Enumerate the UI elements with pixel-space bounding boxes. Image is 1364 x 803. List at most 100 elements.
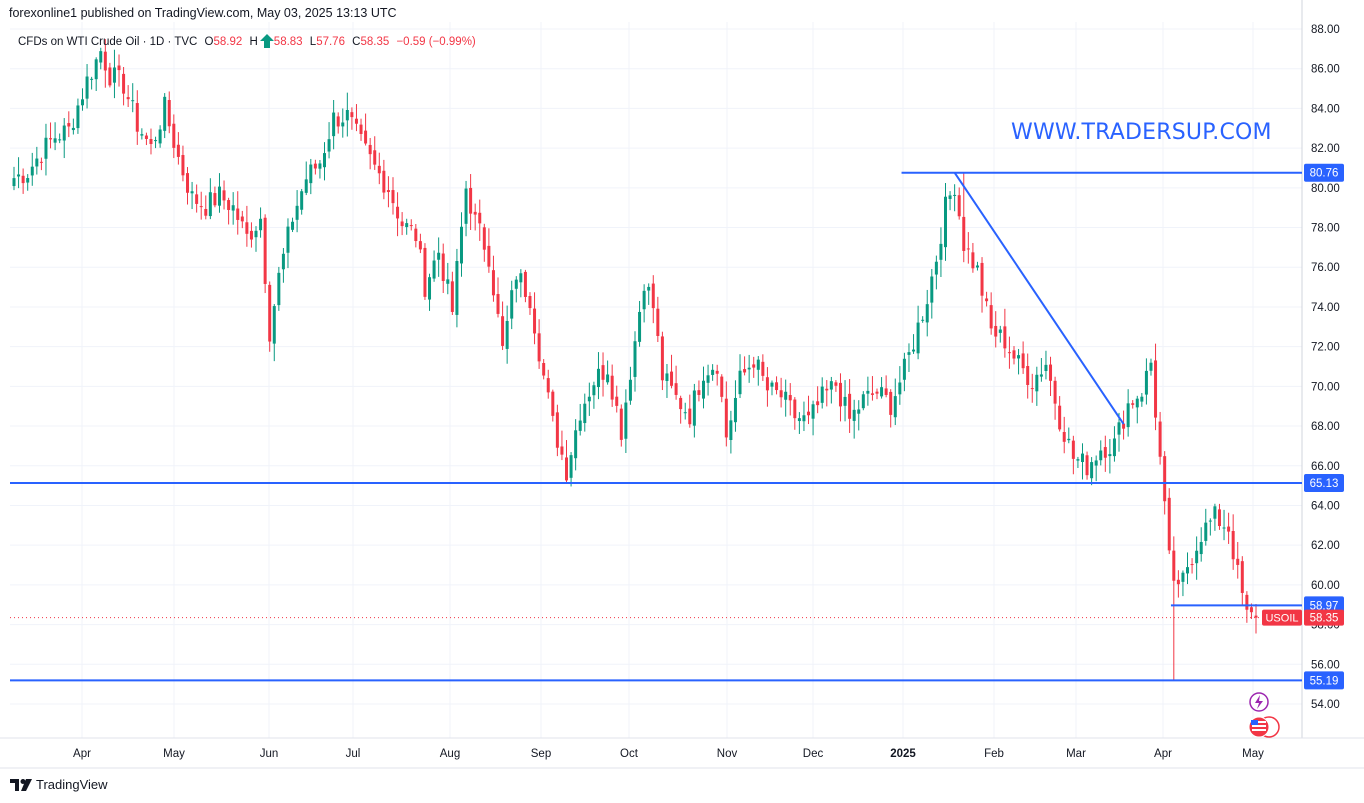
candle-body [382,170,386,193]
tradingview-brand[interactable]: TradingView [10,777,108,792]
x-tick-label: Apr [73,748,91,760]
lightning-icon[interactable] [1249,692,1269,712]
candle-body [880,387,884,397]
candle-body [1094,460,1098,466]
level-price-tag [1304,163,1344,182]
candle-body [638,311,642,342]
candle-body [706,375,710,383]
candle-body [551,391,555,416]
candle-body [144,135,148,139]
arrow-up-icon [259,34,274,48]
candle-body [286,226,290,253]
candle-body [578,420,582,431]
candle-body [213,193,217,206]
candle-body [67,123,71,127]
x-tick-label: Nov [717,748,738,760]
candle-body [432,260,436,279]
candle-body [1090,462,1094,479]
candle-body [619,408,623,440]
open-label: O [204,36,214,48]
y-tick-label: 76.00 [1311,262,1340,274]
candle-body [437,252,441,260]
candle-body [154,140,158,142]
candle-body [1080,453,1084,463]
candle-body [674,383,678,395]
trend-line[interactable] [953,172,1125,425]
candle-body [852,409,856,421]
candle-body [263,217,267,284]
level-price-tag [1304,671,1344,690]
candle-body [743,369,747,373]
candle-body [295,205,299,220]
candle-body [811,404,815,419]
x-tick-label: Sep [531,748,551,760]
candle-body [528,296,532,309]
candle-body [729,420,733,440]
candle-body [733,397,737,423]
candle-body [752,364,756,368]
candle-body [816,401,820,406]
candle-body [227,200,231,210]
level-price-label: 58.97 [1310,600,1339,612]
symbol-name[interactable]: CFDs on WTI Crude Oil · 1D · TVC [18,36,198,48]
y-tick-label: 82.00 [1311,143,1340,155]
candle-body [469,187,473,214]
candle-body [843,396,847,406]
candle-body [396,206,400,219]
candle-body [62,125,66,141]
candle-body [359,124,363,134]
candle-body [400,221,404,227]
candle-body [1199,541,1203,555]
candle-body [496,294,500,314]
candle-body [140,134,144,136]
candle-body [473,211,477,215]
y-tick-label: 80.00 [1311,183,1340,195]
candle-body [647,286,651,291]
candle-body [998,329,1002,333]
candle-body [1213,506,1217,519]
candle-body [90,78,94,80]
candle-body [633,341,637,377]
candle-body [172,123,176,148]
candle-body [336,116,340,127]
candle-body [820,386,824,403]
candle-body [135,103,139,132]
candle-body [158,129,162,144]
candle-body [217,186,221,206]
candle-body [1117,422,1121,435]
level-price-tag [1304,474,1344,493]
y-tick-label: 78.00 [1311,223,1340,235]
y-tick-label: 68.00 [1311,421,1340,433]
candle-body [281,253,285,270]
candle-body [1017,355,1021,359]
candle-body [934,261,938,275]
event-icons[interactable] [1247,692,1283,742]
candle-body [1085,455,1089,476]
candle-body [985,298,989,302]
y-tick-label: 74.00 [1311,302,1340,314]
candle-body [49,138,53,140]
candle-body [715,370,719,374]
candle-body [1149,362,1153,371]
tradingview-label: TradingView [36,777,108,792]
y-tick-label: 88.00 [1311,24,1340,36]
candle-body [345,110,349,121]
candle-body [930,276,934,303]
low-label: L [309,36,317,48]
candle-body [17,174,21,177]
candle-body [670,371,674,386]
candle-body [838,382,842,407]
candle-body [30,166,34,176]
candle-body [377,165,381,174]
candle-body [1144,370,1148,395]
candle-body [724,398,728,438]
x-tick-label: May [1242,748,1264,760]
us-flag-icon[interactable] [1248,716,1280,738]
candle-body [857,409,861,414]
y-tick-label: 62.00 [1311,540,1340,552]
candle-body [80,99,84,106]
candle-body [423,247,427,297]
candle-body [1062,432,1066,442]
tradingview-logo-icon [10,778,32,791]
